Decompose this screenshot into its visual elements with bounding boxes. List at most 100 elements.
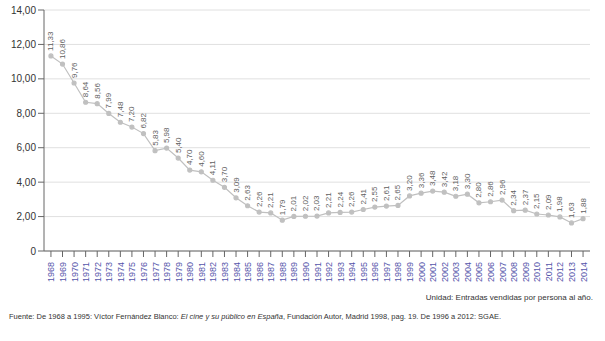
svg-text:8,56: 8,56 bbox=[93, 83, 102, 99]
svg-text:2012: 2012 bbox=[555, 262, 565, 282]
svg-text:2,55: 2,55 bbox=[370, 186, 379, 202]
svg-text:5,98: 5,98 bbox=[162, 127, 171, 143]
svg-text:1987: 1987 bbox=[266, 262, 276, 282]
svg-text:1989: 1989 bbox=[289, 262, 299, 282]
svg-text:7,20: 7,20 bbox=[127, 106, 136, 122]
svg-text:2003: 2003 bbox=[451, 262, 461, 282]
svg-text:1979: 1979 bbox=[174, 262, 184, 282]
svg-text:2,02: 2,02 bbox=[301, 195, 310, 211]
svg-text:2,09: 2,09 bbox=[544, 194, 553, 210]
svg-text:1999: 1999 bbox=[405, 262, 415, 282]
svg-text:2005: 2005 bbox=[474, 262, 484, 282]
svg-text:8,64: 8,64 bbox=[81, 81, 90, 97]
svg-text:1,98: 1,98 bbox=[555, 196, 564, 212]
svg-text:2008: 2008 bbox=[509, 262, 519, 282]
svg-text:2,96: 2,96 bbox=[498, 179, 507, 195]
svg-text:2002: 2002 bbox=[440, 262, 450, 282]
svg-text:2,03: 2,03 bbox=[313, 195, 322, 211]
svg-text:2,00: 2,00 bbox=[17, 211, 37, 222]
svg-text:2,26: 2,26 bbox=[347, 191, 356, 207]
svg-text:0: 0 bbox=[30, 246, 36, 257]
svg-text:1995: 1995 bbox=[359, 262, 369, 282]
svg-text:14,00: 14,00 bbox=[11, 5, 36, 16]
svg-text:2006: 2006 bbox=[486, 262, 496, 282]
svg-text:3,36: 3,36 bbox=[417, 172, 426, 188]
svg-text:2001: 2001 bbox=[428, 262, 438, 282]
svg-text:2,21: 2,21 bbox=[324, 192, 333, 208]
svg-text:2013: 2013 bbox=[567, 262, 577, 282]
svg-text:2014: 2014 bbox=[579, 262, 589, 282]
svg-text:1,63: 1,63 bbox=[567, 202, 576, 218]
svg-text:1982: 1982 bbox=[208, 262, 218, 282]
svg-text:1980: 1980 bbox=[185, 262, 195, 282]
svg-text:1996: 1996 bbox=[370, 262, 380, 282]
svg-text:5,40: 5,40 bbox=[174, 137, 183, 153]
svg-text:1969: 1969 bbox=[58, 262, 68, 282]
svg-text:1970: 1970 bbox=[70, 262, 80, 282]
svg-text:4,00: 4,00 bbox=[17, 177, 37, 188]
svg-text:2,86: 2,86 bbox=[486, 181, 495, 197]
svg-text:2,61: 2,61 bbox=[382, 185, 391, 201]
svg-text:1974: 1974 bbox=[116, 262, 126, 282]
svg-text:1981: 1981 bbox=[197, 262, 207, 282]
svg-text:1985: 1985 bbox=[243, 262, 253, 282]
svg-text:1972: 1972 bbox=[93, 262, 103, 282]
svg-text:4,11: 4,11 bbox=[208, 160, 217, 176]
svg-text:1971: 1971 bbox=[81, 262, 91, 282]
svg-text:2000: 2000 bbox=[417, 262, 427, 282]
svg-text:2,24: 2,24 bbox=[336, 191, 345, 207]
svg-text:3,20: 3,20 bbox=[405, 175, 414, 191]
svg-text:1988: 1988 bbox=[278, 262, 288, 282]
svg-text:6,82: 6,82 bbox=[139, 112, 148, 128]
svg-text:6,00: 6,00 bbox=[17, 142, 37, 153]
svg-text:10,00: 10,00 bbox=[11, 73, 36, 84]
svg-text:1975: 1975 bbox=[127, 262, 137, 282]
svg-text:2004: 2004 bbox=[463, 262, 473, 282]
svg-text:9,76: 9,76 bbox=[70, 62, 79, 78]
svg-text:3,70: 3,70 bbox=[220, 166, 229, 182]
svg-text:1978: 1978 bbox=[162, 262, 172, 282]
svg-text:12,00: 12,00 bbox=[11, 39, 36, 50]
svg-text:4,70: 4,70 bbox=[185, 149, 194, 165]
svg-text:1973: 1973 bbox=[104, 262, 114, 282]
svg-text:3,18: 3,18 bbox=[451, 175, 460, 191]
svg-text:7,48: 7,48 bbox=[116, 101, 125, 117]
svg-text:8,00: 8,00 bbox=[17, 108, 37, 119]
svg-text:10,86: 10,86 bbox=[58, 38, 67, 59]
svg-text:1,79: 1,79 bbox=[278, 199, 287, 215]
svg-text:1997: 1997 bbox=[382, 262, 392, 282]
svg-text:3,09: 3,09 bbox=[232, 177, 241, 193]
svg-text:3,42: 3,42 bbox=[440, 171, 449, 187]
svg-text:1,88: 1,88 bbox=[579, 198, 588, 214]
svg-text:1998: 1998 bbox=[393, 262, 403, 282]
svg-text:1977: 1977 bbox=[151, 262, 161, 282]
svg-text:2,34: 2,34 bbox=[509, 190, 518, 206]
svg-text:2,15: 2,15 bbox=[532, 193, 541, 209]
svg-text:2,37: 2,37 bbox=[521, 189, 530, 205]
svg-text:2009: 2009 bbox=[521, 262, 531, 282]
svg-text:11,33: 11,33 bbox=[46, 31, 55, 51]
svg-text:1984: 1984 bbox=[232, 262, 242, 282]
svg-text:1990: 1990 bbox=[301, 262, 311, 282]
svg-text:1994: 1994 bbox=[347, 262, 357, 282]
svg-text:1991: 1991 bbox=[313, 262, 323, 282]
svg-text:5,83: 5,83 bbox=[151, 130, 160, 146]
svg-text:3,48: 3,48 bbox=[428, 170, 437, 186]
svg-text:1986: 1986 bbox=[255, 262, 265, 282]
svg-text:1983: 1983 bbox=[220, 262, 230, 282]
svg-text:1976: 1976 bbox=[139, 262, 149, 282]
svg-text:2,26: 2,26 bbox=[255, 191, 264, 207]
svg-text:2,65: 2,65 bbox=[393, 184, 402, 200]
svg-text:1992: 1992 bbox=[324, 262, 334, 282]
svg-text:2011: 2011 bbox=[544, 262, 554, 281]
svg-text:2010: 2010 bbox=[532, 262, 542, 282]
svg-text:4,60: 4,60 bbox=[197, 151, 206, 167]
svg-text:2,63: 2,63 bbox=[243, 185, 252, 201]
svg-text:3,30: 3,30 bbox=[463, 173, 472, 189]
svg-text:1968: 1968 bbox=[46, 262, 56, 282]
svg-text:2007: 2007 bbox=[498, 262, 508, 282]
svg-text:2,41: 2,41 bbox=[359, 188, 368, 204]
svg-text:7,99: 7,99 bbox=[104, 92, 113, 108]
svg-text:2,80: 2,80 bbox=[474, 182, 483, 198]
svg-text:1993: 1993 bbox=[336, 262, 346, 282]
